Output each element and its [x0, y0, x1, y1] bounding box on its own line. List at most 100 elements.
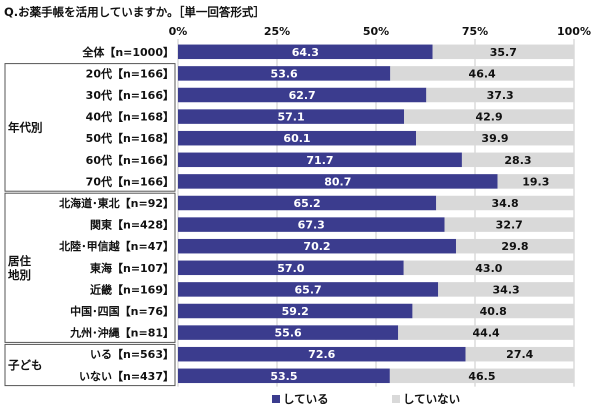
category-label: 北海道･東北【n=92】	[59, 196, 174, 210]
data-label-shiteiru: 80.7	[324, 175, 351, 188]
bar-shiteinai	[426, 87, 574, 103]
data-label-shiteinai: 34.8	[492, 197, 519, 210]
row-labels: 全体【n=1000】 20代【n=166】 30代【n=166】 40代【n=168】…	[59, 45, 174, 383]
chart-title: Q.お薬手帳を活用していますか。［単一回答形式］	[4, 5, 265, 19]
x-axis-ticks: 0% 25% 50% 75% 100%	[169, 25, 591, 38]
category-label: 60代【n=166】	[86, 153, 174, 167]
category-label: 50代【n=168】	[86, 131, 174, 145]
bar-shiteiru	[178, 87, 427, 103]
data-label-shiteinai: 19.3	[522, 175, 549, 188]
category-label: 関東【n=428】	[90, 218, 174, 232]
group-label: 子ども	[8, 358, 43, 372]
data-label-shiteiru: 53.5	[270, 370, 297, 383]
category-label: 30代【n=166】	[86, 88, 174, 102]
data-label-shiteinai: 39.9	[481, 132, 508, 145]
category-label: 九州･沖縄【n=81】	[69, 326, 174, 340]
bar-shiteinai	[432, 44, 574, 60]
category-label: 近畿【n=169】	[90, 282, 174, 296]
data-label-shiteinai: 32.7	[496, 219, 523, 232]
category-label: 中国･四国【n=76】	[70, 304, 174, 318]
bar-shiteinai	[415, 130, 574, 146]
category-label: 全体【n=1000】	[81, 45, 174, 59]
group-box	[4, 63, 176, 192]
data-label-shiteinai: 37.3	[487, 89, 514, 102]
category-label: 東海【n=107】	[90, 261, 174, 275]
bar-shiteiru	[178, 238, 456, 254]
data-label-shiteinai: 35.7	[490, 46, 517, 59]
legend: している していない	[272, 392, 460, 406]
group-label: 居住地別	[8, 254, 31, 282]
data-label-shiteinai: 34.3	[493, 283, 520, 296]
data-label-shiteiru: 55.6	[275, 327, 302, 340]
x-tick-label: 25%	[264, 25, 290, 38]
x-tick-label: 75%	[462, 25, 488, 38]
data-label-shiteiru: 64.3	[292, 46, 319, 59]
group-box	[4, 343, 176, 387]
legend-swatch-shiteinai	[392, 395, 400, 403]
bar-shiteiru	[178, 152, 462, 168]
data-label-shiteinai: 29.8	[501, 240, 528, 253]
bar-shiteinai	[444, 217, 574, 232]
legend-label-shiteinai: していない	[403, 392, 460, 406]
bar-shiteiru	[178, 130, 416, 146]
bar-shiteinai	[390, 66, 574, 81]
legend-label-shiteiru: している	[283, 392, 329, 406]
bar-shiteinai	[404, 109, 574, 124]
legend-swatch-shiteiru	[272, 395, 280, 403]
bar-shiteiru	[178, 282, 439, 297]
data-label-shiteiru: 62.7	[289, 89, 316, 102]
data-label-shiteiru: 65.2	[294, 197, 321, 210]
bars: 64.3 35.7 53.6 46.4 62.7 37.3 57.1 42.9 60.1 39.9…	[178, 44, 574, 384]
category-label: 北陸･甲信越【n=47】	[59, 239, 174, 253]
bar-shiteinai	[398, 325, 574, 340]
category-label: いる【n=563】	[90, 348, 174, 361]
bar-shiteiru	[178, 66, 391, 81]
data-label-shiteiru: 59.2	[282, 305, 309, 318]
data-label-shiteinai: 42.9	[475, 111, 502, 124]
x-tick-label: 50%	[363, 25, 389, 38]
bar-shiteiru	[178, 217, 445, 232]
bar-shiteiru	[178, 174, 498, 189]
data-label-shiteiru: 70.2	[303, 240, 330, 253]
data-label-shiteiru: 67.3	[298, 219, 325, 232]
category-label: いない【n=437】	[79, 370, 174, 383]
bar-shiteiru	[178, 44, 433, 60]
data-label-shiteinai: 46.5	[468, 370, 495, 383]
bar-shiteiru	[178, 325, 399, 340]
group-label: 年代別	[8, 120, 43, 134]
data-label-shiteiru: 71.7	[306, 154, 333, 167]
data-label-shiteiru: 60.1	[283, 132, 310, 145]
data-label-shiteinai: 28.3	[504, 154, 531, 167]
bar-shiteiru	[178, 346, 466, 362]
bar-shiteinai	[403, 260, 574, 276]
bar-shiteiru	[178, 109, 405, 124]
category-label: 20代【n=166】	[86, 66, 174, 80]
bar-shiteiru	[178, 260, 404, 276]
bar-shiteinai	[436, 195, 574, 211]
data-label-shiteiru: 65.7	[295, 283, 322, 296]
data-label-shiteinai: 44.4	[473, 327, 500, 340]
x-tick-label: 100%	[557, 25, 591, 38]
data-label-shiteinai: 27.4	[506, 348, 533, 361]
data-label-shiteinai: 40.8	[480, 305, 507, 318]
bar-shiteiru	[178, 368, 390, 384]
category-label: 70代【n=166】	[86, 174, 174, 188]
data-label-shiteiru: 57.0	[277, 262, 304, 275]
group-box	[4, 192, 176, 343]
data-label-shiteiru: 53.6	[271, 67, 298, 80]
data-label-shiteiru: 57.1	[277, 111, 304, 124]
bar-shiteinai	[438, 282, 574, 297]
data-label-shiteinai: 43.0	[475, 262, 502, 275]
bar-shiteinai	[497, 174, 574, 189]
bar-shiteiru	[178, 303, 413, 319]
bar-shiteiru	[178, 195, 437, 211]
x-tick-label: 0%	[169, 25, 188, 38]
data-label-shiteiru: 72.6	[308, 348, 335, 361]
bar-shiteinai	[412, 303, 574, 319]
bar-shiteinai	[465, 346, 574, 362]
data-label-shiteinai: 46.4	[469, 67, 496, 80]
bar-shiteinai	[389, 368, 574, 384]
bar-shiteinai	[461, 152, 574, 168]
